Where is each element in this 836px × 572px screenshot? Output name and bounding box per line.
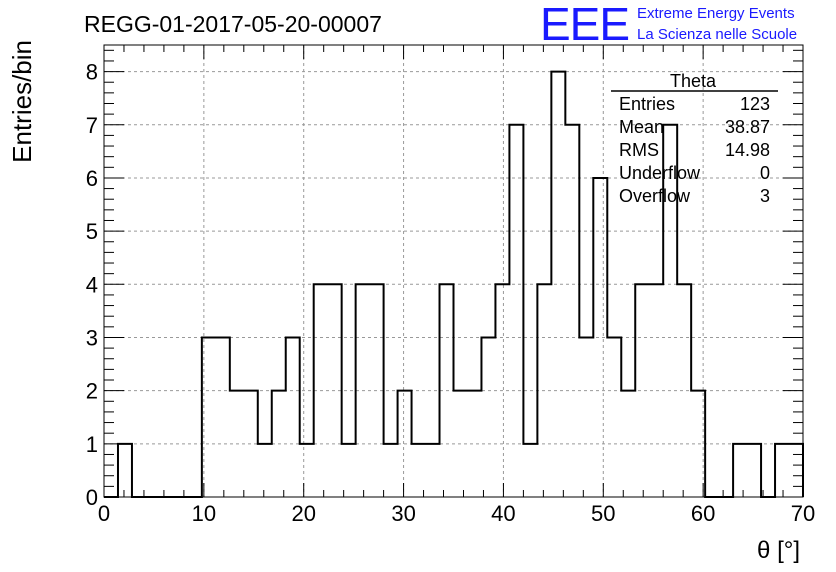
logo-line-1: Extreme Energy Events: [637, 5, 795, 22]
y-tick-label: 5: [86, 219, 98, 244]
y-axis-label: Entries/bin: [7, 40, 37, 163]
stats-label: RMS: [619, 140, 659, 160]
logo-line-2: La Scienza nelle Scuole: [637, 26, 797, 43]
stats-label: Underflow: [619, 163, 701, 183]
x-axis-label: θ [°]: [757, 537, 800, 564]
y-tick-label: 6: [86, 166, 98, 191]
y-tick-label: 3: [86, 325, 98, 350]
x-tick-label: 40: [491, 501, 515, 526]
y-tick-label: 2: [86, 379, 98, 404]
x-tick-label: 10: [192, 501, 216, 526]
stats-value: 3: [760, 186, 770, 206]
stats-title: Theta: [670, 71, 717, 91]
x-tick-label: 20: [291, 501, 315, 526]
eee-logo-mark: EEE: [540, 0, 629, 50]
x-tick-label: 0: [98, 501, 110, 526]
stats-value: 0: [760, 163, 770, 183]
y-tick-label: 4: [86, 272, 98, 297]
grid-lines: [104, 45, 803, 497]
y-tick-label: 1: [86, 432, 98, 457]
stats-label: Entries: [619, 94, 675, 114]
y-tick-label: 8: [86, 60, 98, 85]
eee-logo: EEE Extreme Energy Events La Scienza nel…: [540, 0, 797, 50]
stats-rows: Entries 123 Mean 38.87 RMS 14.98 Underflow 0 Ove…: [619, 94, 770, 206]
stats-value: 123: [740, 94, 770, 114]
y-tick-label: 0: [86, 485, 98, 510]
x-tick-labels: 0 10 20 30 40 50 60 70: [98, 501, 815, 526]
stats-label: Overflow: [619, 186, 691, 206]
x-tick-label: 50: [591, 501, 615, 526]
x-tick-label: 60: [691, 501, 715, 526]
y-tick-labels: 0 1 2 3 4 5 6 7 8: [86, 60, 98, 510]
stats-label: Mean: [619, 117, 664, 137]
x-tick-label: 30: [391, 501, 415, 526]
y-tick-label: 7: [86, 113, 98, 138]
x-tick-label: 70: [791, 501, 815, 526]
stats-value: 38.87: [725, 117, 770, 137]
stats-value: 14.98: [725, 140, 770, 160]
axis-ticks: [103, 45, 804, 498]
page-title: REGG-01-2017-05-20-00007: [84, 11, 382, 37]
plot-frame: [103, 44, 804, 498]
stats-box: Theta Entries 123 Mean 38.87 RMS 14.98 Underfl…: [611, 71, 778, 206]
histogram-series: [104, 70, 804, 498]
